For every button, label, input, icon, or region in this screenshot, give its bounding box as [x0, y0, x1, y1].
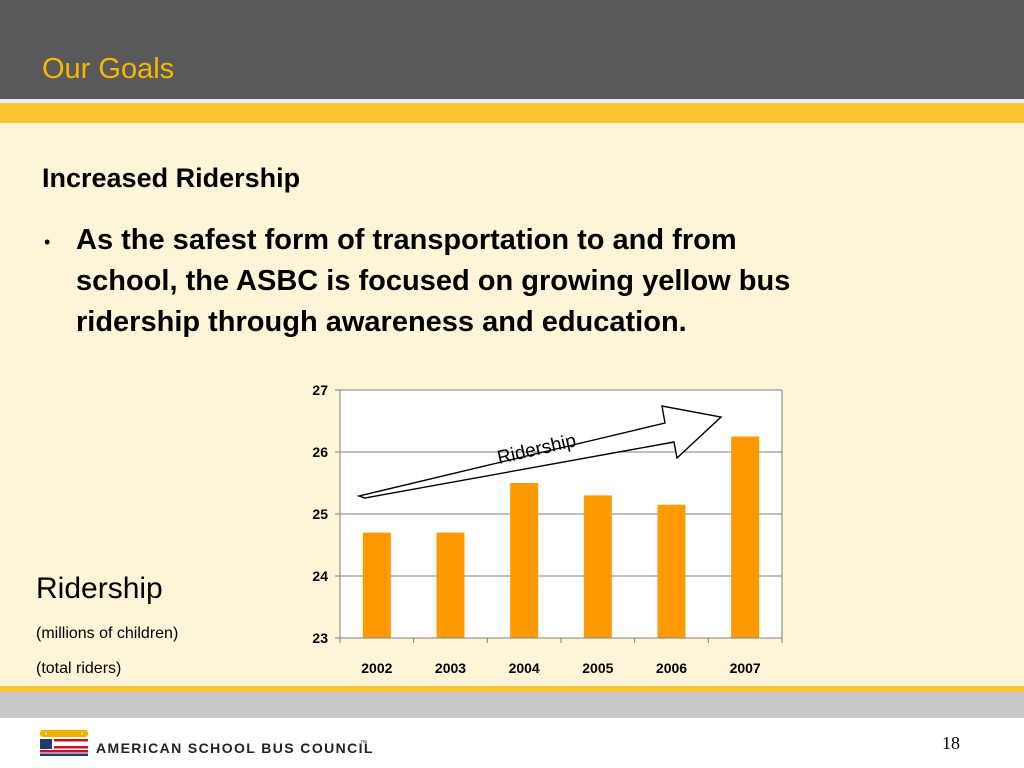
chart-y-tick-labels: 23 24 25 26 27: [312, 382, 328, 646]
footer: [0, 718, 1024, 768]
chart-bars: [362, 436, 760, 638]
top-gold-band: [0, 103, 1024, 123]
bar-2005: [583, 495, 612, 638]
chart-units-label: (millions of children): [36, 625, 179, 642]
slide-title: Our Goals: [42, 53, 175, 85]
bar-2003: [436, 532, 465, 638]
y-tick-label: 23: [312, 630, 328, 646]
section-heading: Increased Ridership: [42, 163, 301, 193]
x-tick-label: 2003: [435, 660, 466, 676]
y-tick-label: 25: [312, 506, 328, 522]
x-tick-label: 2007: [730, 660, 761, 676]
header-divider: [0, 99, 1024, 103]
bottom-gray-band: [0, 692, 1024, 718]
x-tick-label: 2006: [656, 660, 687, 676]
chart-gridlines: [340, 389, 782, 639]
header-bar: [0, 0, 1024, 99]
bullet-marker: •: [44, 232, 51, 252]
bar-2006: [657, 504, 686, 638]
ridership-arrow-icon: [356, 405, 723, 499]
y-tick-label: 26: [312, 444, 328, 460]
chart-axes: [335, 389, 783, 643]
bullet-text: As the safest form of transportation to …: [76, 224, 791, 338]
bar-2007: [731, 436, 760, 638]
asbc-logo-icon: [40, 730, 88, 756]
x-tick-label: 2002: [361, 660, 392, 676]
bottom-gold-band: [0, 686, 1024, 692]
chart-side-label: Ridership: [36, 572, 163, 605]
y-tick-label: 27: [312, 382, 328, 398]
bar-2004: [510, 483, 539, 638]
page-number: 18: [942, 733, 960, 753]
chart-x-tick-labels: 2002 2003 2004 2005 2006 2007: [361, 660, 761, 676]
x-tick-label: 2004: [509, 660, 540, 676]
bar-2002: [362, 532, 391, 638]
chart-measure-label: (total riders): [36, 660, 122, 677]
y-tick-label: 24: [312, 568, 328, 584]
x-tick-label: 2005: [582, 660, 613, 676]
asbc-logo-text: AMERICAN SCHOOL BUS COUNCIL: [96, 740, 374, 756]
trademark-mark: ™: [360, 740, 367, 747]
